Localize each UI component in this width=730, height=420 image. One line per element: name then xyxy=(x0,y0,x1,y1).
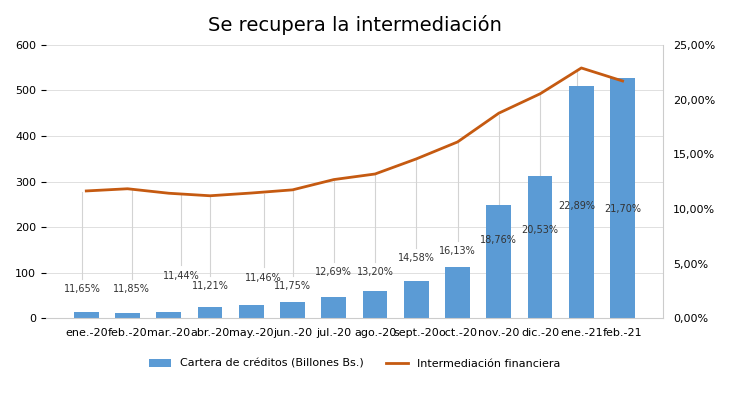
Bar xyxy=(321,297,346,318)
Bar xyxy=(239,305,264,318)
Bar xyxy=(363,291,388,318)
Text: 11,21%: 11,21% xyxy=(191,281,228,291)
Bar xyxy=(528,176,553,318)
Legend: Cartera de créditos (Billones Bs.), Intermediación financiera: Cartera de créditos (Billones Bs.), Inte… xyxy=(145,354,565,373)
Text: 11,44%: 11,44% xyxy=(163,270,199,281)
Text: 16,13%: 16,13% xyxy=(439,247,476,256)
Text: 20,53%: 20,53% xyxy=(522,225,558,235)
Text: 22,89%: 22,89% xyxy=(558,201,596,211)
Bar xyxy=(610,78,635,318)
Bar xyxy=(569,86,593,318)
Bar xyxy=(156,312,181,318)
Bar xyxy=(115,313,140,318)
Text: 11,46%: 11,46% xyxy=(245,273,282,283)
Title: Se recupera la intermediación: Se recupera la intermediación xyxy=(207,15,502,35)
Text: 11,85%: 11,85% xyxy=(113,284,150,294)
Bar xyxy=(445,268,470,318)
Bar xyxy=(74,312,99,318)
Bar xyxy=(198,307,223,318)
Bar xyxy=(280,302,305,318)
Text: 21,70%: 21,70% xyxy=(604,204,641,213)
Text: 11,65%: 11,65% xyxy=(64,284,101,294)
Text: 14,58%: 14,58% xyxy=(398,253,435,263)
Text: 12,69%: 12,69% xyxy=(315,268,353,277)
Text: 18,76%: 18,76% xyxy=(480,235,518,245)
Text: 13,20%: 13,20% xyxy=(357,268,393,277)
Bar xyxy=(486,205,511,318)
Text: 11,75%: 11,75% xyxy=(274,281,311,291)
Bar xyxy=(404,281,429,318)
